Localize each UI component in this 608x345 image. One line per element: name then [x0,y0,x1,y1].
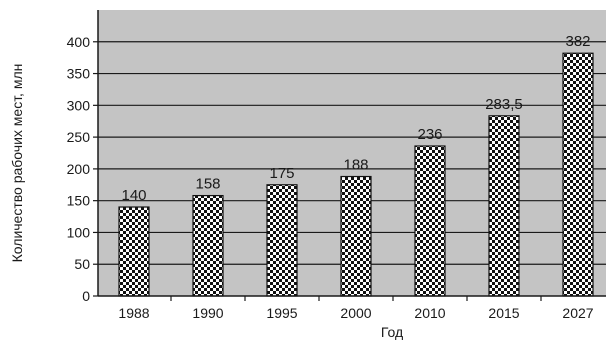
x-tick-label: 2015 [488,305,519,321]
bar-2027 [562,52,594,297]
y-axis-title: Количество рабочих мест, млн [9,64,25,263]
x-tick-label: 2000 [340,305,371,321]
x-tick-label: 1988 [118,305,149,321]
data-label-2015: 283,5 [485,96,523,113]
y-tick-label: 300 [67,97,91,113]
y-tick-label: 150 [67,193,91,209]
data-label-1988: 140 [121,187,146,204]
x-tick-label: 2027 [562,305,593,321]
y-tick-label: 200 [67,161,91,177]
y-tick-label: 100 [67,224,91,240]
data-label-2000: 188 [343,157,368,174]
x-tick-label: 2010 [414,305,445,321]
x-axis-title: Год [381,324,403,340]
y-tick-label: 0 [82,288,90,304]
bar-2000 [340,175,372,297]
bars [118,52,594,297]
labels: 0 50 100 150 200 250 300 350 400 140 1988 158 1990 17… [67,33,594,321]
y-tick-label: 400 [67,34,91,50]
bar-1990 [192,194,224,297]
data-label-2010: 236 [417,126,442,143]
y-tick-label: 50 [74,256,90,272]
x-tick-label: 1990 [192,305,223,321]
axes [93,10,606,301]
bar-2015 [488,115,520,297]
data-label-1990: 158 [195,176,220,193]
y-tick-label: 350 [67,66,91,82]
data-label-2027: 382 [565,33,590,50]
y-tick-label: 250 [67,129,91,145]
data-label-1995: 175 [269,165,294,182]
x-tick-label: 1995 [266,305,297,321]
bar-1988 [118,206,150,297]
bar-2010 [414,145,446,297]
bar-1995 [266,184,298,297]
